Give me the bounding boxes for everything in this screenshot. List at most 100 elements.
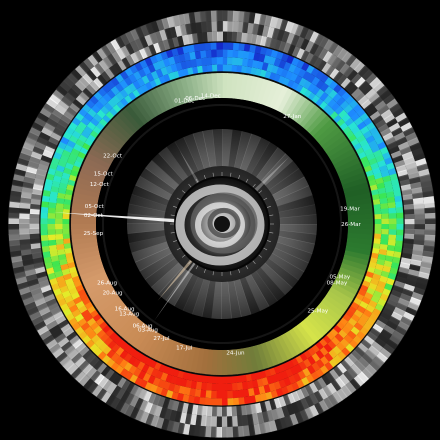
heat-cell — [323, 95, 334, 105]
band-segment — [216, 73, 223, 99]
date-label: 24-Jun — [226, 350, 245, 356]
heat-cell — [216, 49, 223, 58]
center-tick — [188, 183, 192, 188]
outer-ring-cell — [374, 319, 387, 330]
band-segment — [72, 197, 99, 207]
date-label: 08-May — [327, 281, 348, 287]
outer-ring-cell — [153, 405, 163, 418]
outer-ring-cell — [19, 233, 31, 240]
band-inner-stripe — [128, 135, 137, 144]
outer-ring-cell — [332, 365, 344, 378]
heat-cell — [62, 227, 71, 235]
date-label: 19-Mar — [340, 206, 360, 212]
outer-ring-cell — [67, 72, 80, 85]
band-segment — [225, 349, 233, 375]
outer-ring-cell — [100, 70, 112, 83]
band-segment — [75, 181, 102, 194]
outer-ring-cell — [152, 393, 162, 406]
band-segment — [145, 332, 163, 358]
outer-ring-cell — [40, 310, 53, 321]
outer-ring-cell — [308, 404, 319, 418]
light-ray — [179, 150, 201, 185]
heat-cell — [206, 57, 213, 66]
outer-ring-cell — [277, 395, 287, 408]
heat-cell — [356, 305, 366, 315]
heat-cell — [119, 88, 129, 98]
band-segment — [323, 294, 348, 314]
band-inner-stripe — [162, 329, 170, 338]
band-inner-stripe — [274, 110, 282, 119]
heat-cell — [200, 382, 207, 391]
center-tick — [258, 190, 263, 194]
heat-cell — [310, 362, 321, 372]
outer-ring-cell — [386, 98, 399, 110]
heat-cell — [40, 217, 48, 224]
heat-cell — [111, 94, 121, 105]
outer-ring-cell — [8, 228, 20, 236]
band-inner-stripe — [310, 301, 319, 309]
outer-ring-cell — [8, 206, 20, 214]
band-inner-stripe — [323, 284, 332, 292]
heat-cell — [123, 85, 134, 95]
outer-ring-cell — [220, 426, 228, 438]
outer-ring-cell — [322, 50, 334, 64]
outer-ring-cell — [354, 76, 367, 89]
heat-cell — [392, 184, 401, 193]
band-inner-stripe — [96, 227, 103, 233]
outer-ring-cell — [372, 81, 386, 93]
outer-ring-cell — [411, 291, 424, 302]
outer-ring-cell — [370, 341, 384, 353]
outer-ring-cell — [149, 32, 159, 45]
outer-ring-cell — [424, 229, 436, 237]
band-inner-stripe — [150, 323, 159, 331]
band-inner-stripe — [341, 232, 348, 238]
heat-cell — [372, 204, 381, 211]
outer-ring-cell — [350, 73, 363, 86]
heat-cell — [387, 202, 396, 210]
swirl-ring — [195, 202, 245, 248]
heat-cell — [80, 129, 91, 139]
outer-ring-cell — [51, 327, 64, 339]
heat-cell — [231, 390, 239, 399]
outer-ring-cell — [313, 402, 324, 415]
heat-cell — [307, 73, 317, 84]
outer-ring-cell — [397, 117, 411, 129]
outer-ring-cell — [362, 334, 375, 346]
heat-cell — [356, 317, 367, 328]
band-segment — [338, 167, 365, 182]
band-inner-stripe — [154, 325, 162, 334]
band-inner-stripe — [304, 307, 313, 316]
band-segment — [88, 282, 113, 300]
outer-ring-cell — [60, 322, 73, 334]
outer-ring-cell — [395, 302, 408, 313]
outer-ring-cell — [309, 31, 320, 44]
heat-cell — [77, 317, 87, 327]
band-inner-stripe — [221, 343, 227, 350]
band-segment — [333, 153, 359, 170]
band-inner-stripe — [147, 119, 156, 127]
band-segment — [184, 346, 196, 372]
outer-ring-cell — [119, 401, 130, 415]
band-segment — [280, 333, 298, 358]
outer-ring-cell — [273, 39, 283, 52]
band-inner-stripe — [238, 342, 244, 349]
band-segment — [323, 135, 348, 155]
outer-ring-cell — [396, 271, 408, 280]
outer-ring-cell — [78, 76, 91, 88]
outer-ring-cell — [28, 155, 41, 165]
outer-ring-cell — [304, 52, 315, 65]
heat-cell — [367, 299, 378, 309]
band-segment — [99, 297, 123, 317]
heat-cell — [371, 194, 380, 202]
outer-ring-cell — [140, 24, 151, 37]
outer-ring-cell — [328, 41, 340, 55]
band-segment — [174, 343, 188, 370]
band-segment — [318, 126, 342, 147]
outer-ring-cell — [295, 36, 306, 49]
band-segment — [277, 88, 294, 114]
outer-ring-cell — [34, 116, 47, 128]
heat-cell — [103, 101, 114, 112]
band-inner-stripe — [340, 202, 347, 208]
heat-cell — [386, 191, 395, 199]
outer-ring-cell — [399, 316, 413, 327]
